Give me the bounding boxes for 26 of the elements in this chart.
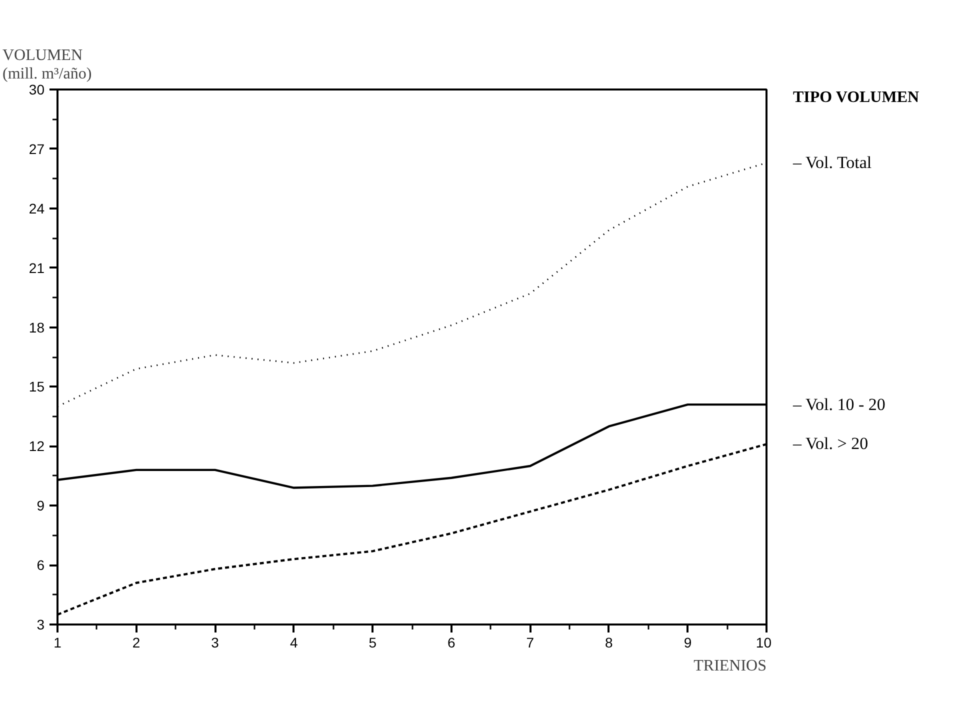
y-axis-title: VOLUMEN (mill. m³/año) — [2, 46, 92, 82]
x-tick-label: 2 — [132, 634, 140, 650]
y-tick-label: 6 — [36, 557, 45, 574]
series-label: – Vol. Total — [793, 152, 872, 174]
y-tick-label: 30 — [28, 82, 45, 98]
x-tick-label: 8 — [605, 634, 614, 650]
y-tick-label: 27 — [28, 140, 45, 157]
series-label: – Vol. > 20 — [793, 433, 868, 455]
x-axis-title: TRIENIOS — [694, 658, 767, 674]
x-tick-label: 1 — [54, 634, 62, 650]
y-tick-label: 9 — [36, 498, 45, 514]
y-tick-label: 18 — [28, 319, 45, 336]
y-tick-label: 21 — [28, 260, 45, 276]
y-tick-label: 24 — [28, 200, 45, 216]
x-tick-label: 5 — [368, 634, 377, 650]
series-label: – Vol. 10 - 20 — [793, 394, 886, 416]
legend-title: TIPO VOLUMEN — [793, 88, 920, 108]
y-tick-label: 15 — [28, 378, 45, 395]
y-tick-label: 3 — [36, 616, 45, 632]
x-tick-label: 10 — [756, 634, 772, 650]
x-tick-label: 3 — [211, 634, 220, 650]
x-tick-label: 9 — [684, 634, 692, 650]
x-tick-label: 7 — [526, 634, 534, 650]
x-tick-label: 6 — [447, 634, 456, 650]
y-tick-label: 12 — [28, 438, 45, 454]
x-tick-label: 4 — [290, 634, 298, 650]
